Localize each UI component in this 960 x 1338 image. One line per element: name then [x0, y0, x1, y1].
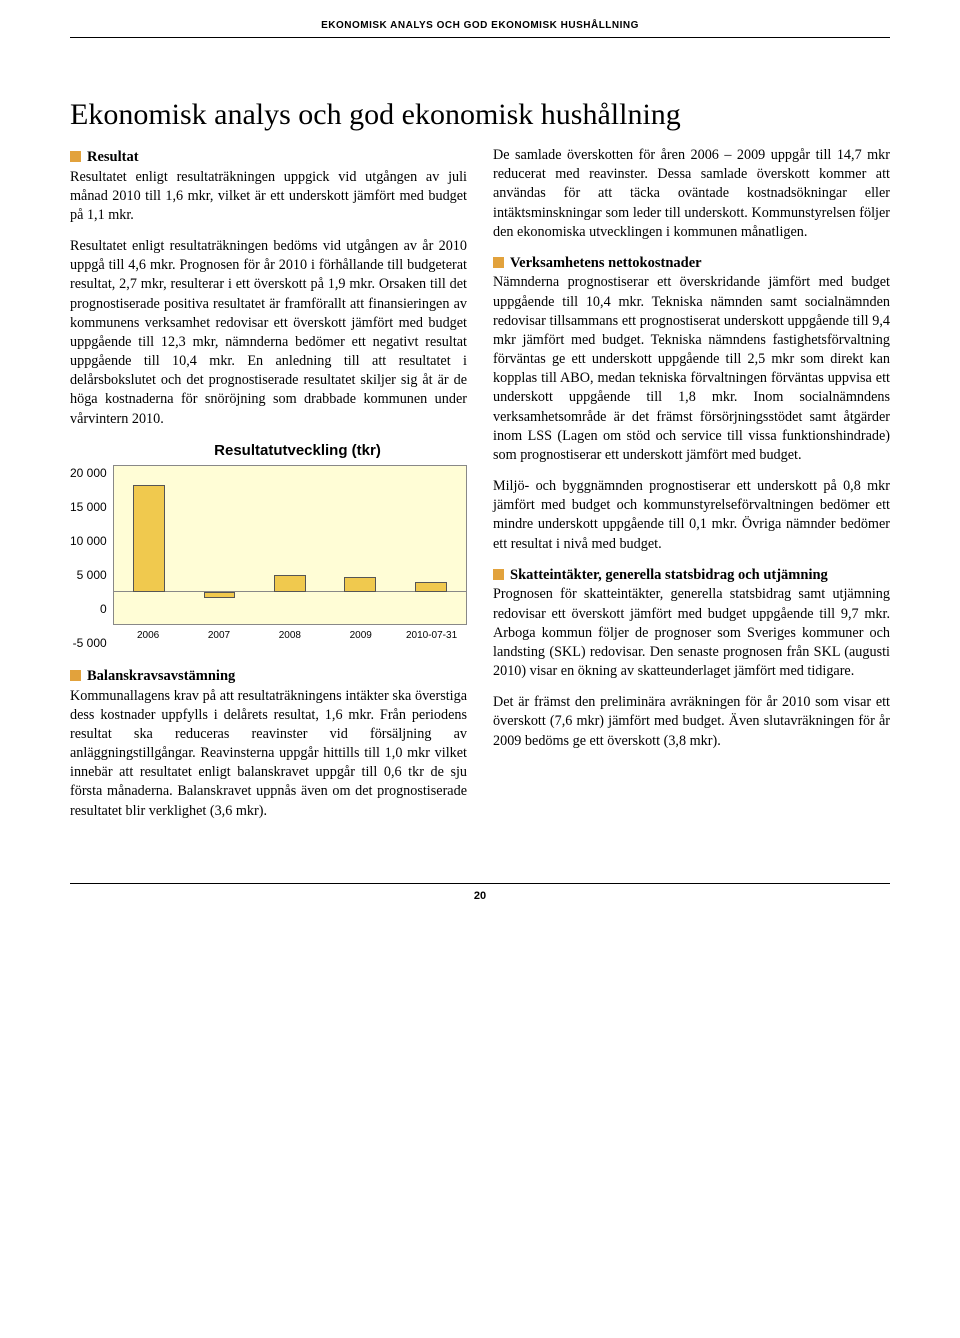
chart-bar — [204, 592, 236, 597]
chart-bar — [274, 575, 306, 593]
chart-y-axis: 20 000 15 000 10 000 5 000 0 -5 000 — [70, 465, 113, 651]
page-title: Ekonomisk analys och god ekonomisk hushå… — [70, 98, 890, 132]
paragraph: Resultatet enligt resultaträkningen bedö… — [70, 237, 467, 429]
paragraph: Miljö- och byggnämnden prognostiserar et… — [493, 477, 890, 554]
paragraph: Det är främst den preliminära avräkninge… — [493, 693, 890, 751]
bullet-icon — [493, 257, 504, 268]
section-head-resultat: Resultat — [70, 148, 467, 168]
chart-x-tick: 2010-07-31 — [396, 629, 467, 643]
section-label: Resultat — [87, 149, 139, 165]
paragraph: Resultatet enligt resultaträkningen uppg… — [70, 168, 467, 226]
top-rule — [70, 37, 890, 38]
chart-bar — [415, 582, 447, 592]
chart-x-tick: 2006 — [113, 629, 184, 643]
paragraph: Prognosen för skatteintäkter, generella … — [493, 585, 890, 681]
chart-plot-area — [113, 465, 467, 625]
bullet-icon — [70, 670, 81, 681]
chart-x-tick: 2008 — [254, 629, 325, 643]
bullet-icon — [493, 569, 504, 580]
chart-x-tick: 2009 — [325, 629, 396, 643]
bottom-rule — [70, 883, 890, 884]
chart-bar — [133, 485, 165, 592]
chart-y-tick: -5 000 — [73, 635, 107, 651]
chart-x-axis: 20062007200820092010-07-31 — [113, 629, 467, 643]
right-column: De samlade överskotten för åren 2006 – 2… — [493, 146, 890, 833]
chart-x-tick: 2007 — [184, 629, 255, 643]
chart-bar — [344, 577, 376, 592]
section-head-skatt: Skatteintäkter, generella statsbidrag oc… — [493, 566, 890, 586]
section-head-netto: Verksamhetens nettokostnader — [493, 254, 890, 274]
paragraph: De samlade överskotten för åren 2006 – 2… — [493, 146, 890, 242]
chart-y-tick: 0 — [100, 601, 107, 617]
running-head: EKONOMISK ANALYS OCH GOD EKONOMISK HUSHÅ… — [70, 20, 890, 31]
chart-title: Resultatutveckling (tkr) — [128, 441, 467, 461]
chart-y-tick: 10 000 — [70, 533, 107, 549]
chart-y-tick: 5 000 — [77, 567, 107, 583]
bullet-icon — [70, 151, 81, 162]
paragraph: Nämnderna prognostiserar ett överskridan… — [493, 273, 890, 465]
paragraph: Kommunallagens krav på att resultaträkni… — [70, 687, 467, 821]
section-label: Balanskravsavstämning — [87, 668, 235, 684]
chart-y-tick: 15 000 — [70, 499, 107, 515]
left-column: Resultat Resultatet enligt resultaträkni… — [70, 146, 467, 833]
section-label: Skatteintäkter, generella statsbidrag oc… — [510, 567, 828, 583]
chart-y-tick: 20 000 — [70, 465, 107, 481]
two-column-layout: Resultat Resultatet enligt resultaträkni… — [70, 146, 890, 833]
section-head-balanskrav: Balanskravsavstämning — [70, 667, 467, 687]
bar-chart: Resultatutveckling (tkr) 20 000 15 000 10 … — [70, 441, 467, 651]
section-label: Verksamhetens nettokostnader — [510, 255, 702, 271]
page-number: 20 — [70, 890, 890, 902]
